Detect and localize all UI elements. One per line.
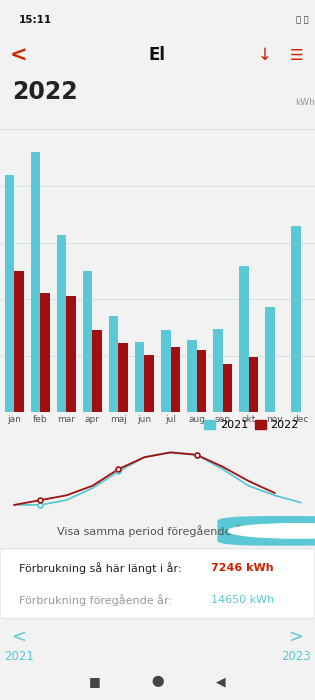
Bar [170, 346, 180, 412]
Text: <: < [11, 628, 26, 645]
Bar [187, 340, 197, 412]
Text: 2021: 2021 [4, 650, 34, 664]
Text: ◀: ◀ [216, 676, 225, 688]
Bar [161, 330, 170, 412]
Text: Visa samma period föregående år: Visa samma period föregående år [56, 525, 246, 537]
FancyBboxPatch shape [0, 549, 315, 619]
Text: 2023: 2023 [281, 650, 311, 664]
Bar [213, 328, 223, 412]
Bar [66, 296, 76, 412]
Text: El: El [149, 46, 166, 64]
Text: 📶 🔋: 📶 🔋 [296, 15, 309, 24]
Bar [5, 175, 14, 412]
Text: 15:11: 15:11 [19, 15, 52, 25]
Text: 7246 kWh: 7246 kWh [211, 563, 274, 573]
Bar [40, 293, 50, 412]
Bar [291, 225, 301, 412]
Text: ⬤: ⬤ [151, 676, 164, 687]
Text: ■: ■ [89, 676, 100, 688]
Text: ↓: ↓ [258, 46, 272, 64]
Bar [14, 271, 24, 412]
Text: 2022: 2022 [13, 80, 78, 104]
Bar [223, 363, 232, 412]
FancyBboxPatch shape [217, 516, 315, 546]
Bar [249, 357, 258, 412]
Legend: 2021, 2022: 2021, 2022 [200, 416, 303, 435]
Bar [92, 330, 102, 412]
Bar [239, 266, 249, 412]
Bar [57, 234, 66, 412]
Text: <: < [10, 46, 28, 65]
Circle shape [228, 524, 315, 538]
Bar [109, 316, 118, 412]
Bar [265, 307, 275, 412]
Text: ☰: ☰ [289, 48, 303, 63]
Bar [31, 152, 40, 412]
Text: Förbrukning så här längt i år:: Förbrukning så här längt i år: [19, 562, 185, 574]
Bar [145, 355, 154, 412]
Text: Förbrukning föregående år:: Förbrukning föregående år: [19, 594, 175, 606]
Bar [118, 343, 128, 412]
Bar [83, 271, 92, 412]
Bar [197, 350, 206, 412]
Text: >: > [289, 628, 304, 645]
Bar [135, 342, 145, 412]
Text: 14650 kWh: 14650 kWh [211, 595, 274, 605]
Text: kWh: kWh [295, 98, 315, 107]
